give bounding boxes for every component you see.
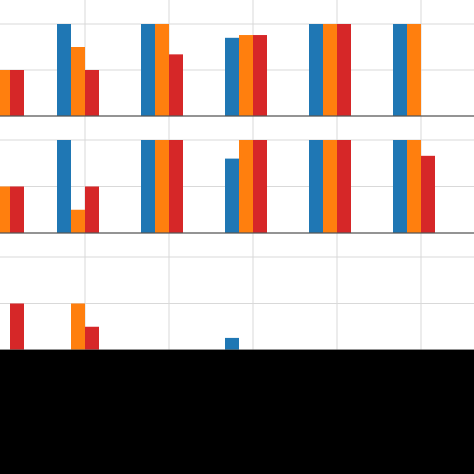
bar-panel2-series3-c5: [337, 140, 351, 233]
bar-panel2-series1-c3: [141, 140, 155, 233]
bar-panel1-series3-c5: [337, 24, 351, 116]
bar-panel1-series1-c4: [225, 37, 239, 116]
bar-panel3-series1-c4: [225, 337, 239, 350]
bar-panel1-series2-c6: [407, 24, 421, 116]
bar-panel2-series3-c1: [10, 186, 24, 233]
bar-panel2-series3-c6: [421, 155, 435, 233]
bar-panel2-series1-c4: [225, 158, 239, 233]
bar-panel1-series1-c2: [57, 24, 71, 116]
bar-panel2-series3-c2: [85, 186, 99, 233]
bar-panel2-series1-c6: [393, 140, 407, 233]
bar-panel1-series1-c5: [309, 24, 323, 116]
bar-panel1-series2-c5: [323, 24, 337, 116]
bar-panel2-series2-c4: [239, 140, 253, 233]
bar-panel3-series2-c2: [71, 303, 85, 350]
bar-panel1-series3-c3: [169, 54, 183, 116]
bar-panel3-series3-c1: [10, 303, 24, 350]
bar-panel2-series2-c1: [0, 186, 10, 233]
black-occlusion-block: [0, 350, 474, 474]
bar-panel1-series3-c4: [253, 35, 267, 116]
bar-panel2-series2-c5: [323, 140, 337, 233]
bar-panel1-series2-c3: [155, 24, 169, 116]
bar-panel1-series1-c6: [393, 24, 407, 116]
bar-panel3-series3-c2: [85, 326, 99, 350]
bar-panel1-series1-c3: [141, 24, 155, 116]
bar-panel1-series2-c2: [71, 47, 85, 116]
bar-panel1-series3-c1: [10, 70, 24, 116]
bar-panel1-series2-c4: [239, 35, 253, 116]
bar-panel2-series3-c4: [253, 140, 267, 233]
bar-panel2-series2-c6: [407, 140, 421, 233]
bar-panel2-series1-c5: [309, 140, 323, 233]
bar-panel2-series1-c2: [57, 140, 71, 233]
bar-panel1-series3-c2: [85, 70, 99, 116]
bar-panel1-series2-c1: [0, 70, 10, 116]
bar-panel2-series3-c3: [169, 140, 183, 233]
chart-bars: [0, 24, 435, 350]
bar-panel2-series2-c2: [71, 209, 85, 233]
bar-panel2-series2-c3: [155, 140, 169, 233]
